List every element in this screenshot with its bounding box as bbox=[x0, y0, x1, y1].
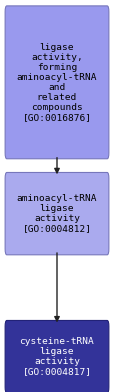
FancyBboxPatch shape bbox=[5, 6, 108, 159]
FancyBboxPatch shape bbox=[5, 321, 108, 392]
Text: aminoacyl-tRNA
ligase
activity
[GO:0004812]: aminoacyl-tRNA ligase activity [GO:00048… bbox=[17, 194, 96, 233]
Text: cysteine-tRNA
ligase
activity
[GO:0004817]: cysteine-tRNA ligase activity [GO:000481… bbox=[19, 337, 94, 376]
Text: ligase
activity,
forming
aminoacyl-tRNA
and
related
compounds
[GO:0016876]: ligase activity, forming aminoacyl-tRNA … bbox=[17, 43, 96, 122]
FancyBboxPatch shape bbox=[5, 172, 108, 255]
